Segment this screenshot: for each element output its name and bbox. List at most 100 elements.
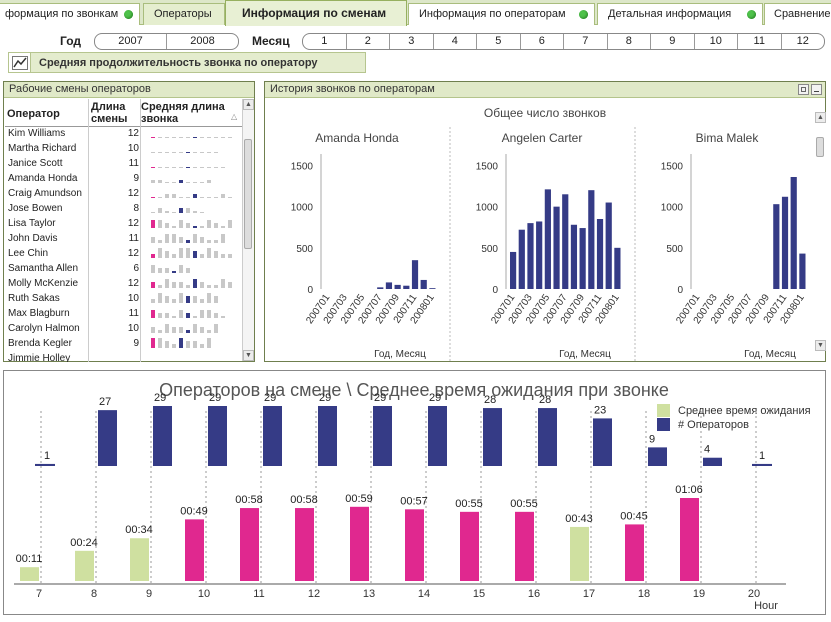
wait-time-bar[interactable] xyxy=(75,550,94,581)
wait-time-bar[interactable] xyxy=(185,519,204,581)
operators-bar[interactable] xyxy=(648,447,667,466)
col-header-avg-length[interactable]: Средняя длина звонка xyxy=(141,101,225,125)
history-scrollbar[interactable]: ▲ ▼ xyxy=(815,112,826,351)
wait-time-bar[interactable] xyxy=(515,511,534,581)
operators-bar[interactable] xyxy=(593,418,612,466)
call-count-bar[interactable] xyxy=(605,202,612,289)
year-option[interactable]: 2008 xyxy=(190,35,215,47)
col-header-operator[interactable]: Оператор xyxy=(7,108,60,120)
call-count-bar[interactable] xyxy=(536,221,543,289)
call-count-bar[interactable] xyxy=(790,177,797,289)
call-count-bar[interactable] xyxy=(773,204,780,289)
call-count-bar[interactable] xyxy=(411,260,419,289)
operators-bar[interactable] xyxy=(153,406,172,466)
operators-bar[interactable] xyxy=(703,457,722,466)
call-count-bar[interactable] xyxy=(596,219,604,289)
table-row[interactable]: Samantha Allen 6 xyxy=(5,261,243,276)
wait-time-bar[interactable] xyxy=(625,524,644,581)
call-count-bar[interactable] xyxy=(403,285,410,289)
month-option[interactable]: 9 xyxy=(651,34,695,49)
operators-bar[interactable] xyxy=(483,408,502,466)
operators-bar[interactable] xyxy=(373,406,392,466)
month-option[interactable]: 7 xyxy=(564,34,608,49)
operators-bar[interactable] xyxy=(538,408,557,466)
scroll-thumb[interactable] xyxy=(816,137,824,157)
call-count-bar[interactable] xyxy=(385,282,393,289)
col-header-shift-length[interactable]: Длина смены xyxy=(91,101,128,125)
table-row[interactable]: Lisa Taylor 12 xyxy=(5,216,243,231)
table-row[interactable]: Molly McKenzie 12 xyxy=(5,276,243,291)
tab-operator-info[interactable]: Информация по операторам xyxy=(408,3,595,25)
operators-bar[interactable] xyxy=(98,410,117,466)
table-row[interactable]: Kim Williams 12 xyxy=(5,126,243,141)
call-count-bar[interactable] xyxy=(562,194,569,289)
table-row[interactable]: Carolyn Halmon 10 xyxy=(5,321,243,336)
avg-call-duration-chart-button[interactable]: Средняя продолжительность звонка по опер… xyxy=(8,52,366,73)
table-row[interactable]: Janice Scott 11 xyxy=(5,156,243,171)
scroll-up-icon[interactable]: ▲ xyxy=(815,112,826,123)
operators-bar[interactable] xyxy=(208,406,227,466)
month-option[interactable]: 10 xyxy=(695,34,738,49)
call-count-bar[interactable] xyxy=(377,287,384,289)
scroll-down-icon[interactable]: ▼ xyxy=(815,340,826,351)
month-option[interactable]: 3 xyxy=(390,34,434,49)
table-row[interactable]: Craig Amundson 12 xyxy=(5,186,243,201)
wait-time-bar[interactable] xyxy=(295,508,314,581)
table-row[interactable]: Jimmie Holley xyxy=(5,351,243,362)
wait-time-bar[interactable] xyxy=(130,538,149,581)
call-count-bar[interactable] xyxy=(614,247,621,289)
table-row[interactable]: Max Blagburn 11 xyxy=(5,306,243,321)
call-count-bar[interactable] xyxy=(579,228,586,289)
call-count-bar[interactable] xyxy=(510,251,517,289)
month-option[interactable]: 2 xyxy=(347,34,390,49)
table-row[interactable]: Jose Bowen 8 xyxy=(5,201,243,216)
wait-time-bar[interactable] xyxy=(460,511,479,581)
operators-bar[interactable] xyxy=(428,406,447,466)
panel-minimize-icon[interactable] xyxy=(811,84,822,95)
table-row[interactable]: Martha Richard 10 xyxy=(5,141,243,156)
table-row[interactable]: Amanda Honda 9 xyxy=(5,171,243,186)
table-row[interactable]: Lee Chin 12 xyxy=(5,246,243,261)
wait-time-bar[interactable] xyxy=(680,498,699,581)
scroll-thumb[interactable] xyxy=(244,139,252,249)
operators-bar[interactable] xyxy=(263,406,282,466)
operators-bar[interactable] xyxy=(752,463,772,466)
tab-operators[interactable]: Операторы xyxy=(143,3,225,25)
wait-time-bar[interactable] xyxy=(570,526,589,581)
tab-comparison[interactable]: Сравнение xyxy=(764,3,831,25)
call-count-bar[interactable] xyxy=(527,223,534,289)
scroll-down-icon[interactable]: ▼ xyxy=(243,350,254,361)
month-option[interactable]: 11 xyxy=(738,34,782,49)
month-option[interactable]: 12 xyxy=(796,35,809,47)
scroll-up-icon[interactable]: ▲ xyxy=(243,99,254,110)
panel-restore-icon[interactable] xyxy=(798,84,809,95)
tab-call-info[interactable]: формация по звонкам xyxy=(0,3,140,25)
table-row[interactable]: John Davis 11 xyxy=(5,231,243,246)
month-option[interactable]: 4 xyxy=(434,34,477,49)
call-count-bar[interactable] xyxy=(588,190,595,289)
year-option[interactable]: 2007 xyxy=(95,34,167,49)
call-count-bar[interactable] xyxy=(553,206,560,289)
call-count-bar[interactable] xyxy=(799,253,806,289)
tab-detail-info[interactable]: Детальная информация xyxy=(597,3,763,25)
call-count-bar[interactable] xyxy=(518,229,525,289)
operators-bar[interactable] xyxy=(318,406,337,466)
call-count-bar[interactable] xyxy=(570,224,578,289)
call-count-bar[interactable] xyxy=(420,279,427,289)
wait-time-bar[interactable] xyxy=(20,567,39,581)
month-option[interactable]: 6 xyxy=(521,34,564,49)
month-option[interactable]: 5 xyxy=(477,34,521,49)
operators-bar[interactable] xyxy=(35,463,55,466)
month-option[interactable]: 8 xyxy=(608,34,651,49)
sort-icon[interactable]: △ xyxy=(231,112,238,121)
wait-time-bar[interactable] xyxy=(405,509,424,581)
call-count-bar[interactable] xyxy=(781,196,789,289)
wait-time-bar[interactable] xyxy=(240,508,259,581)
call-count-bar[interactable] xyxy=(394,284,401,289)
table-row[interactable]: Ruth Sakas 10 xyxy=(5,291,243,306)
month-option[interactable]: 1 xyxy=(303,34,347,49)
wait-time-bar[interactable] xyxy=(350,506,369,581)
call-count-bar[interactable] xyxy=(544,189,551,289)
tab-shift-info[interactable]: Информация по сменам xyxy=(225,0,407,26)
table-row[interactable]: Brenda Kegler 9 xyxy=(5,336,243,351)
